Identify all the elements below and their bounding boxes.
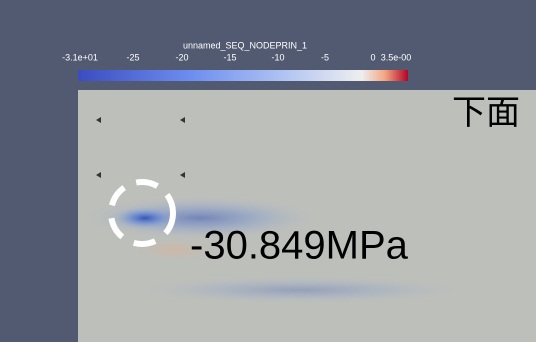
colorbar-tick-label: -20 [175,52,188,62]
colorbar-ticks: -3.1e+01 -25 -20 -15 -10 -5 0 3.5e-00 [62,52,411,62]
colorbar [78,70,408,81]
viewport: unnamed_SEQ_NODEPRIN_1 -3.1e+01 -25 -20 -15… [0,0,536,342]
colorbar-title: unnamed_SEQ_NODEPRIN_1 [183,40,307,50]
colorbar-tick-label: 0 [370,52,375,62]
colorbar-tick-label: -25 [126,52,139,62]
colorbar-tick-label: -3.1e+01 [62,52,98,62]
colorbar-tick-label: -5 [321,52,329,62]
colorbar-tick-label: -10 [271,52,284,62]
face-label: 下面 [452,94,520,132]
annotation: -30.849MPa [190,224,409,268]
stress-field [130,276,470,304]
colorbar-tick-label: 3.5e-00 [381,52,412,62]
colorbar-tick-label: -15 [223,52,236,62]
render: unnamed_SEQ_NODEPRIN_1 -3.1e+01 -25 -20 -15… [0,0,536,342]
